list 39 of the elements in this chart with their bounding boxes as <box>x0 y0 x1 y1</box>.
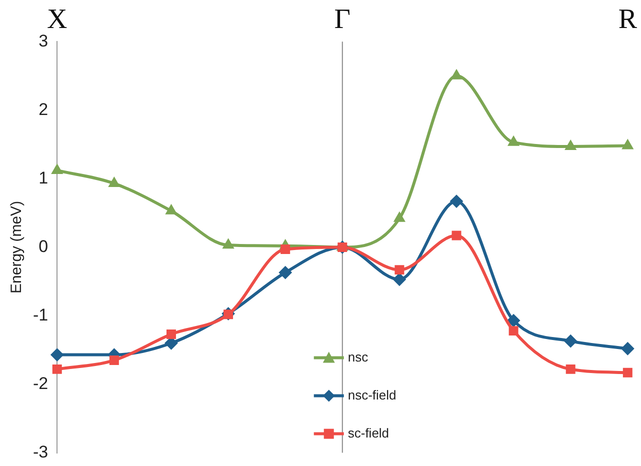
point <box>109 356 119 366</box>
legend-label: nsc-field <box>348 387 396 402</box>
point <box>222 238 234 249</box>
x-tick-label: Γ <box>334 4 350 36</box>
point <box>507 314 520 328</box>
x-tick-label: R <box>618 4 638 36</box>
point <box>394 212 406 222</box>
y-axis-title: Energy (meV) <box>8 200 26 294</box>
y-tick-label: -2 <box>32 374 48 393</box>
point <box>51 164 63 174</box>
point <box>108 176 120 187</box>
y-tick-label: 2 <box>38 100 48 119</box>
point <box>564 334 578 348</box>
point <box>278 266 292 280</box>
point <box>622 368 632 378</box>
point <box>508 326 518 336</box>
point <box>280 244 290 254</box>
point <box>50 348 64 362</box>
point <box>450 194 463 208</box>
point <box>394 265 404 275</box>
point <box>166 204 177 214</box>
point <box>450 69 462 80</box>
point <box>564 140 576 150</box>
y-tick-label: 3 <box>38 31 48 50</box>
legend-label: sc-field <box>348 425 390 440</box>
point <box>622 139 634 150</box>
y-tick-label: 0 <box>38 236 48 256</box>
point <box>452 230 462 240</box>
point <box>392 272 406 286</box>
point <box>166 329 176 339</box>
point <box>621 342 634 356</box>
point <box>566 364 576 374</box>
y-tick-label: 1 <box>38 168 48 188</box>
legend-label: nsc <box>348 349 369 364</box>
point <box>52 364 62 374</box>
y-tick-label: -1 <box>32 305 48 324</box>
point <box>508 136 520 146</box>
x-tick-label: X <box>47 4 68 36</box>
y-tick-label: -3 <box>32 442 48 462</box>
